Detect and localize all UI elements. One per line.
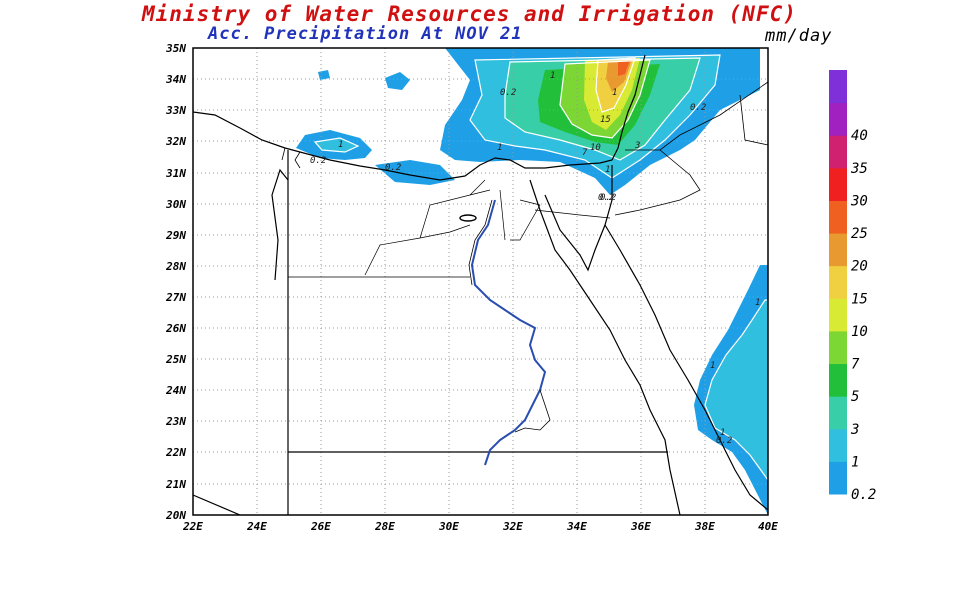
contour-label: 7 — [582, 148, 588, 158]
legend-level-label: 5 — [851, 389, 859, 405]
legend-level-label: 35 — [850, 161, 868, 177]
lon-tick-label: 22E — [182, 520, 203, 533]
legend-swatch — [829, 396, 847, 430]
legend-level-label: 15 — [851, 291, 868, 307]
lat-tick-label: 34N — [165, 73, 186, 86]
legend-swatch — [829, 428, 847, 462]
contour-label: 0.2 — [310, 156, 326, 166]
lon-tick-label: 24E — [246, 520, 267, 533]
map-frame — [192, 47, 769, 516]
lat-tick-label: 29N — [165, 229, 186, 242]
lat-tick-label: 20N — [165, 509, 186, 522]
nile-banks — [468, 199, 551, 433]
legend-swatch — [829, 167, 847, 201]
lon-tick-label: 40E — [758, 520, 778, 533]
contour-label: 1 — [550, 71, 555, 81]
lat-tick-label: 30N — [165, 198, 186, 211]
legend-level-label: 3 — [850, 422, 859, 438]
legend-swatch — [829, 135, 847, 169]
legend-level-label: 7 — [851, 357, 860, 373]
border-libya-interior — [271, 168, 289, 281]
precip-area-se-1 — [705, 300, 768, 480]
lon-tick-label: 38E — [694, 520, 715, 533]
precip-area-ne-25 — [618, 60, 630, 76]
red-sea-coast-west — [529, 179, 681, 515]
contour-label: 3 — [634, 141, 640, 151]
precip-blob-nw2 — [318, 70, 330, 80]
legend-swatch — [829, 461, 847, 495]
contour-label: 1 — [755, 298, 760, 308]
contour-label: 1 — [720, 428, 725, 438]
lat-tick-label: 25N — [165, 353, 186, 366]
border-east-1 — [614, 81, 768, 216]
legend-swatch — [829, 70, 847, 104]
sinai-coast — [544, 165, 613, 272]
precip-fields — [296, 48, 768, 515]
contour-label: 0.2 — [598, 193, 614, 203]
governorate-lines — [288, 179, 611, 278]
coast-detail — [281, 147, 301, 169]
lake-fayum — [459, 214, 477, 222]
map-title: Ministry of Water Resources and Irrigati… — [142, 2, 797, 26]
lon-tick-label: 34E — [566, 520, 587, 533]
contour-label: 0.2 — [600, 193, 616, 203]
units-label: mm/day — [765, 26, 833, 46]
borders — [193, 54, 768, 515]
lat-tick-label: 35N — [165, 42, 186, 55]
lat-tick-label: 23N — [165, 415, 186, 428]
precip-blob-nw — [385, 72, 410, 90]
lon-tick-label: 32E — [502, 520, 523, 533]
longitude-labels: 22E 24E 26E 28E 30E 32E 34E 36E 38E 40E — [182, 520, 778, 533]
legend-level-label: 25 — [851, 226, 868, 242]
contour-label: 0.2 — [716, 436, 732, 446]
legend-level-label: 10 — [851, 324, 868, 340]
legend-level-label: 20 — [851, 259, 868, 275]
contour-label: 0.2 — [690, 103, 706, 113]
legend-swatch — [829, 330, 847, 365]
lat-tick-label: 31N — [165, 167, 186, 180]
legend-swatch — [829, 363, 847, 397]
contour-label: 1 — [710, 361, 715, 371]
lon-tick-label: 26E — [310, 520, 331, 533]
legend-swatch — [829, 298, 847, 332]
lat-tick-label: 27N — [165, 291, 186, 304]
lat-tick-label: 24N — [165, 384, 186, 397]
contour-label: 1 — [612, 88, 617, 98]
coastline-north — [193, 54, 646, 181]
contour-label: 1 — [605, 165, 610, 175]
contour-lines — [313, 54, 768, 482]
contour-label: 0.2 — [385, 163, 401, 173]
contour-label: 10 — [590, 143, 601, 153]
legend-level-label: 0.2 — [851, 487, 876, 503]
lat-tick-label: 26N — [165, 322, 186, 335]
border-libya-south — [193, 494, 241, 515]
legend-swatch — [829, 102, 847, 136]
lon-tick-label: 36E — [630, 520, 651, 533]
legend-swatch — [829, 200, 847, 234]
contour-label: 15 — [600, 115, 611, 125]
lon-tick-label: 28E — [374, 520, 395, 533]
lon-tick-label: 30E — [438, 520, 459, 533]
legend-swatch — [829, 233, 847, 267]
legend-level-label: 1 — [851, 454, 859, 470]
legend-level-label: 40 — [851, 128, 868, 144]
lat-tick-label: 28N — [165, 260, 186, 273]
red-sea-coast-east — [604, 224, 768, 511]
contour-label: 1 — [497, 143, 502, 153]
latitude-labels: 35N 34N 33N 32N 31N 30N 29N 28N 27N 26N … — [165, 42, 186, 522]
contour-labels: 0.2 1 0.2 1 0.2 1 1 7 10 15 3 1 0.2 0.2 … — [310, 71, 760, 446]
lat-tick-label: 22N — [165, 446, 186, 459]
lat-tick-label: 32N — [165, 135, 186, 148]
nile-river — [470, 199, 547, 466]
lat-tick-label: 33N — [165, 104, 186, 117]
lat-tick-label: 21N — [165, 478, 186, 491]
legend-swatch — [829, 265, 847, 299]
contour-label: 0.2 — [500, 88, 516, 98]
legend-level-label: 30 — [850, 193, 868, 209]
contour-label: 1 — [338, 140, 343, 150]
map-subtitle: Acc. Precipitation At NOV 21 — [208, 24, 523, 44]
